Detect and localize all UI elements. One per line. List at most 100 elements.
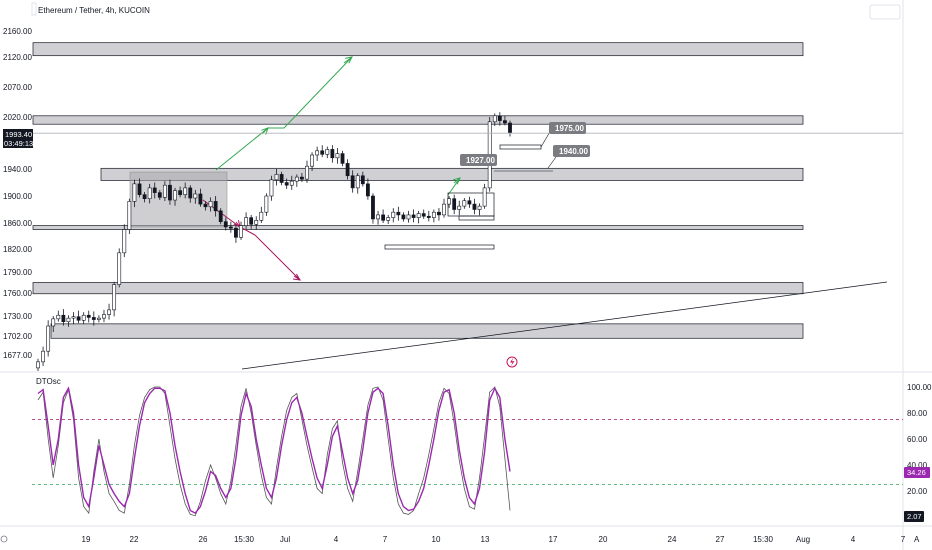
- current-price-value: 1993.40: [5, 130, 32, 139]
- candle-body: [244, 217, 248, 226]
- oscillator-levels: [32, 419, 903, 485]
- candle-body: [66, 317, 71, 323]
- time-tick-label: 4: [334, 535, 339, 544]
- time-tick-label: 7: [901, 535, 906, 544]
- candle-body: [391, 211, 396, 218]
- candle-body: [482, 187, 487, 207]
- price-tick-label: 1900.00: [3, 192, 32, 201]
- zone-rect: [32, 42, 804, 57]
- zone-rect: [32, 282, 804, 295]
- target-box: [499, 144, 542, 150]
- time-axis[interactable]: 19 22 26 15:30 Jul 4 7 10 13 17 20 24 27 15:30 Aug 4 7: [82, 535, 906, 544]
- candle-body: [183, 187, 188, 195]
- base-box: [384, 244, 495, 250]
- candle-body: [492, 115, 497, 123]
- candle-body: [218, 210, 223, 222]
- current-price-badge: [3, 129, 33, 148]
- time-tick-label: Aug: [796, 535, 810, 544]
- time-tick-label: 10: [432, 535, 441, 544]
- zone-rect: [32, 225, 804, 230]
- bar-countdown: 03:49:13: [4, 139, 33, 148]
- projection-up-arrow-2: [343, 56, 353, 64]
- callout-1927-label: 1927.00: [466, 156, 495, 165]
- candle-body: [452, 198, 457, 210]
- candle-body: [426, 215, 431, 218]
- price-tick-label: 1820.00: [3, 245, 32, 254]
- time-tick-label: 27: [716, 535, 725, 544]
- candle-body: [284, 182, 289, 186]
- candle-body: [61, 314, 66, 323]
- breakout-box-low: [458, 215, 495, 221]
- candle-body: [381, 214, 386, 221]
- symbol-title[interactable]: Ethereum / Tether, 4h, KUCOIN: [38, 6, 150, 15]
- small-up-arrow: [447, 177, 461, 196]
- price-tick-label: 2020.00: [3, 113, 32, 122]
- candle-body: [36, 361, 40, 369]
- time-tick-label: 13: [481, 535, 490, 544]
- candle-body: [330, 149, 335, 159]
- lightning-icon[interactable]: [506, 356, 518, 368]
- time-tick-label: 19: [82, 535, 91, 544]
- callout-1927[interactable]: 1927.00: [460, 154, 497, 166]
- candle-body: [41, 350, 45, 363]
- time-tick-label: 15:30: [234, 535, 255, 544]
- oscillator-axis[interactable]: 100.00 80.00 60.00 40.00 20.00: [907, 383, 932, 496]
- candle-body: [431, 211, 436, 218]
- candle-body: [457, 205, 462, 210]
- candle-body: [173, 190, 177, 201]
- time-tick-label: 22: [130, 535, 139, 544]
- candle-body: [71, 316, 76, 319]
- price-scale-corner-box[interactable]: [869, 4, 901, 20]
- candle-body: [234, 227, 238, 238]
- candle-body: [437, 211, 441, 216]
- candle-body: [76, 316, 81, 321]
- zone-rect: [50, 323, 804, 339]
- timezone-icon[interactable]: [0, 535, 8, 543]
- candle-body: [228, 226, 233, 229]
- trend-line: [241, 281, 888, 370]
- candle-body: [51, 318, 56, 327]
- osc-tick-label: 20.00: [907, 487, 928, 496]
- projection-up-arrow-1-head: [261, 127, 269, 135]
- candle-body: [142, 194, 147, 199]
- candle-body: [289, 180, 294, 186]
- candle-body: [355, 175, 360, 189]
- candle-body: [335, 153, 340, 159]
- candle-body: [345, 163, 350, 177]
- candle-body: [137, 183, 142, 195]
- callout-1975[interactable]: 1975.00: [549, 122, 586, 134]
- callout-1940-label: 1940.00: [559, 147, 588, 156]
- candle-body: [81, 314, 86, 321]
- candle-body: [310, 154, 314, 167]
- osc-tick-label: 60.00: [907, 435, 928, 444]
- candle-body: [421, 213, 426, 217]
- candle-body: [503, 120, 507, 124]
- candlestick-series: [36, 112, 512, 371]
- candle-body: [122, 229, 127, 254]
- price-tick-label: 1790.00: [3, 268, 32, 277]
- candle-body: [112, 284, 117, 311]
- symbol-search-box[interactable]: [31, 2, 37, 16]
- osc-value-primary: 34.26: [907, 468, 926, 477]
- price-tick-label: 2070.00: [3, 83, 32, 92]
- price-tick-label: 1760.00: [3, 289, 32, 298]
- candle-body: [208, 201, 213, 208]
- candle-body: [127, 201, 132, 230]
- indicator-name[interactable]: DTOsc: [36, 377, 61, 386]
- small-up-arrow-head: [453, 177, 461, 184]
- auto-scale-icon[interactable]: A: [914, 535, 920, 544]
- zone-rect: [32, 115, 804, 125]
- candle-body: [91, 317, 96, 320]
- breakout-box: [447, 192, 495, 217]
- candle-body: [132, 183, 137, 202]
- candle-body: [213, 201, 218, 212]
- price-tick-label: 1730.00: [3, 312, 32, 321]
- callout-1940[interactable]: 1940.00: [553, 145, 590, 157]
- oscillator-fast-line: [37, 386, 511, 514]
- candle-body: [365, 183, 370, 197]
- projection-down-arrow-2: [293, 275, 301, 281]
- price-tick-label: 2120.00: [3, 53, 32, 62]
- time-tick-label: 7: [383, 535, 388, 544]
- osc-value-secondary: 2.07: [907, 512, 922, 521]
